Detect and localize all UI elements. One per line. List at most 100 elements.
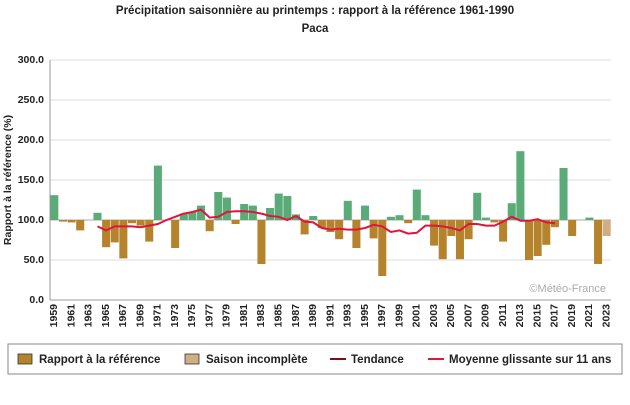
bar xyxy=(507,203,516,220)
chart-title: Précipitation saisonnière au printemps :… xyxy=(116,5,514,17)
bar xyxy=(257,220,266,264)
bar xyxy=(568,220,577,236)
x-tick-label: 1967 xyxy=(117,304,129,328)
x-tick-label: 1987 xyxy=(290,304,302,328)
bar xyxy=(386,216,395,220)
bar xyxy=(317,220,326,228)
legend-swatch xyxy=(17,353,33,365)
x-tick-label: 1973 xyxy=(169,304,181,328)
y-tick-label: 50.0 xyxy=(24,254,45,266)
x-tick-label: 2009 xyxy=(480,304,492,328)
x-tick-label: 2007 xyxy=(462,304,474,328)
bar xyxy=(67,220,76,223)
bar xyxy=(205,220,214,232)
bar xyxy=(473,192,482,220)
bar xyxy=(361,205,370,220)
bar xyxy=(274,193,283,220)
bar xyxy=(222,197,231,220)
bar xyxy=(421,215,430,220)
bar xyxy=(395,215,404,220)
bar xyxy=(455,220,464,260)
legend-box xyxy=(7,343,623,375)
x-tick-label: 2015 xyxy=(531,304,543,328)
x-tick-label: 1961 xyxy=(65,304,77,328)
bar xyxy=(438,220,447,260)
bar xyxy=(602,220,611,236)
y-axis-label: Rapport à la référence (%) xyxy=(2,115,14,245)
x-tick-label: 1983 xyxy=(255,304,267,328)
y-tick-label: 100.0 xyxy=(18,214,44,226)
x-tick-label: 2005 xyxy=(445,304,457,328)
bar xyxy=(291,214,300,220)
chart-subtitle: Paca xyxy=(302,23,329,35)
bar xyxy=(102,220,111,248)
legend-label: Saison incomplète xyxy=(206,354,308,366)
bar xyxy=(516,151,525,220)
x-tick-label: 2021 xyxy=(583,304,595,328)
x-tick-label: 1963 xyxy=(83,304,95,328)
bar xyxy=(283,196,292,220)
bar xyxy=(490,220,499,223)
bar xyxy=(231,220,240,224)
x-tick-label: 1959 xyxy=(48,304,60,328)
bar xyxy=(266,208,275,220)
x-tick-label: 2019 xyxy=(566,304,578,328)
bar xyxy=(369,220,378,239)
x-tick-label: 1997 xyxy=(376,304,388,328)
bar xyxy=(594,220,603,264)
legend-label: Moyenne glissante sur 11 ans xyxy=(449,354,611,366)
legend-label: Rapport à la référence xyxy=(39,354,160,366)
x-tick-label: 1977 xyxy=(203,304,215,328)
bar xyxy=(378,220,387,276)
x-tick-label: 1965 xyxy=(100,304,112,328)
y-tick-label: 200.0 xyxy=(18,134,44,146)
x-tick-label: 2013 xyxy=(514,304,526,328)
x-tick-label: 1999 xyxy=(393,304,405,328)
legend-swatch xyxy=(184,353,200,365)
bar xyxy=(326,220,335,232)
bar xyxy=(533,220,542,256)
bar xyxy=(153,165,162,220)
bar xyxy=(136,220,145,226)
bar xyxy=(93,212,102,220)
x-tick-label: 1969 xyxy=(134,304,146,328)
watermark: ©Météo-France xyxy=(529,283,606,295)
x-tick-label: 1981 xyxy=(238,304,250,328)
bar xyxy=(119,220,128,259)
bar xyxy=(404,220,413,224)
bar xyxy=(412,189,421,220)
x-tick-label: 1975 xyxy=(186,304,198,328)
bar xyxy=(309,216,318,220)
bar xyxy=(352,220,361,248)
y-tick-label: 300.0 xyxy=(18,54,44,66)
y-tick-label: 250.0 xyxy=(18,94,44,106)
bar xyxy=(300,220,309,235)
bar xyxy=(171,220,180,248)
x-tick-label: 2003 xyxy=(428,304,440,328)
bar xyxy=(542,220,551,245)
x-tick-label: 1971 xyxy=(152,304,164,328)
bar xyxy=(550,220,559,228)
bar xyxy=(58,220,67,222)
x-tick-label: 1991 xyxy=(324,304,336,328)
bar xyxy=(179,213,188,220)
x-tick-label: 1995 xyxy=(359,304,371,328)
x-tick-label: 1979 xyxy=(221,304,233,328)
y-tick-label: 150.0 xyxy=(18,174,44,186)
x-tick-label: 2023 xyxy=(600,304,612,328)
bar xyxy=(76,220,85,231)
x-tick-label: 1993 xyxy=(342,304,354,328)
bar xyxy=(110,220,119,243)
bar xyxy=(585,217,594,220)
x-tick-label: 2017 xyxy=(549,304,561,328)
bar xyxy=(430,220,439,246)
bar xyxy=(343,200,352,220)
bar xyxy=(50,195,59,220)
x-tick-label: 1985 xyxy=(272,304,284,328)
bar xyxy=(145,220,154,242)
bar xyxy=(464,220,473,240)
x-tick-label: 2001 xyxy=(411,304,423,328)
bar xyxy=(127,220,137,224)
moving-average-line xyxy=(97,208,555,235)
